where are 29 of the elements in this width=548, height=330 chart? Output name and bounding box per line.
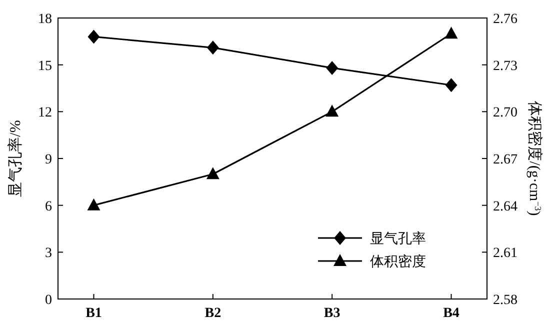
y-tick-label: 9 bbox=[45, 152, 52, 168]
y2-tick-label: 2.61 bbox=[493, 246, 518, 262]
y-tick-label: 0 bbox=[45, 293, 52, 308]
y-tick-label: 18 bbox=[38, 12, 52, 27]
y2-tick-label: 2.76 bbox=[493, 12, 518, 27]
point bbox=[445, 78, 458, 92]
y2-tick-label: 2.58 bbox=[493, 293, 518, 308]
point bbox=[87, 198, 100, 210]
x-tick-label: B3 bbox=[324, 306, 340, 321]
y-tick-label: 12 bbox=[38, 106, 52, 121]
legend-label: 体积密度 bbox=[370, 254, 426, 270]
y2-tick-label: 2.64 bbox=[493, 199, 518, 214]
y2-tick-label: 2.73 bbox=[493, 58, 518, 74]
y-tick-label: 3 bbox=[45, 246, 52, 262]
y2-tick-label: 2.67 bbox=[493, 152, 518, 168]
x-tick-label: B1 bbox=[86, 306, 102, 321]
point bbox=[206, 167, 220, 180]
point bbox=[206, 40, 219, 55]
x-tick-label: B4 bbox=[443, 306, 460, 321]
point bbox=[88, 30, 100, 44]
y-tick-label: 15 bbox=[38, 58, 52, 74]
point bbox=[326, 60, 338, 75]
y-axis-title: 显气孔率/% bbox=[7, 120, 24, 197]
x-tick-label: B2 bbox=[204, 306, 222, 321]
y2-tick-label: 2.70 bbox=[493, 106, 518, 121]
y-tick-label: 6 bbox=[45, 199, 52, 214]
legend-label: 显气孔率 bbox=[370, 231, 426, 247]
point bbox=[444, 26, 458, 39]
point bbox=[326, 104, 339, 117]
